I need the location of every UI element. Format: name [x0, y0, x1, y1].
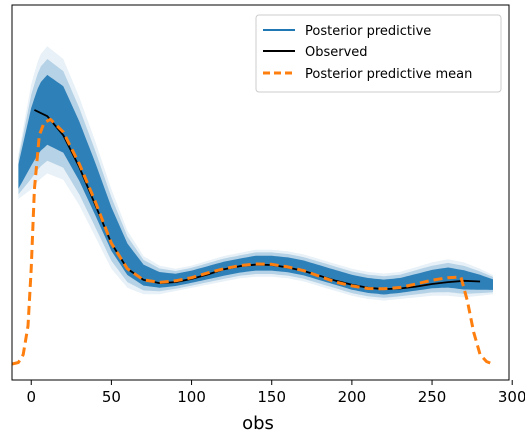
x-tick-label: 0: [26, 388, 36, 406]
x-tick-label: 250: [418, 388, 447, 406]
legend: Posterior predictive Observed Posterior …: [255, 14, 502, 93]
posterior-predictive-mean-line: [12, 117, 494, 366]
x-tick-label: 50: [102, 388, 121, 406]
legend-label-posterior-predictive: Posterior predictive: [305, 24, 431, 39]
legend-label-observed: Observed: [305, 45, 368, 60]
axes-frame: [11, 4, 510, 381]
x-axis-title: obs: [242, 413, 274, 434]
legend-label-posterior-predictive-mean: Posterior predictive mean: [305, 67, 472, 82]
axes: 0 50 100 150 200 250 300: [11, 4, 525, 406]
x-tick-label: 150: [257, 388, 286, 406]
legend-frame: [255, 14, 502, 93]
x-tick-label: 300: [498, 388, 525, 406]
x-tick-label: 200: [338, 388, 367, 406]
posterior-predictive-core-band: [18, 74, 494, 295]
x-tick-label: 100: [177, 388, 206, 406]
plot-area: [12, 46, 494, 366]
